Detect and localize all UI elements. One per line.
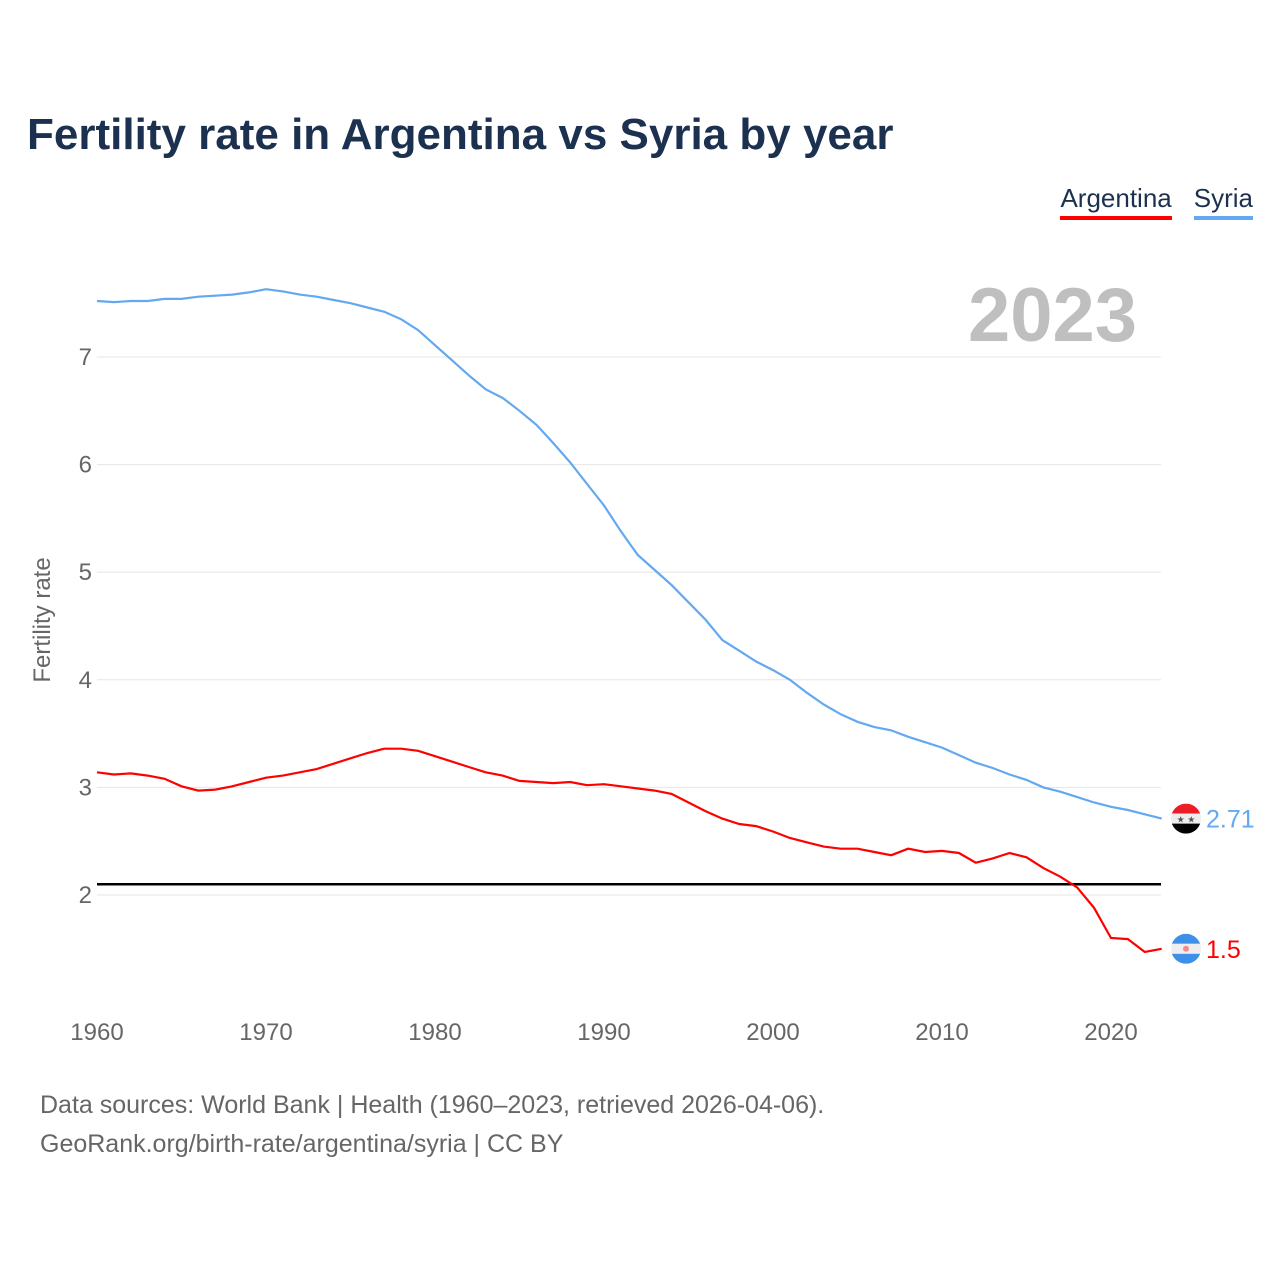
y-tick-label: 4	[79, 667, 92, 694]
y-tick-label: 6	[79, 452, 92, 479]
series-line-syria	[96, 288, 1162, 820]
x-tick-label: 2010	[915, 1019, 968, 1046]
y-axis-label: Fertility rate	[29, 557, 56, 682]
source-line-2[interactable]: GeoRank.org/birth-rate/argentina/syria |…	[40, 1130, 564, 1158]
current-year-label: 2023	[968, 273, 1138, 358]
legend: Argentina Syria	[1060, 183, 1253, 220]
source-line-1: Data sources: World Bank | Health (1960–…	[40, 1091, 825, 1119]
legend-item-argentina[interactable]: Argentina	[1060, 183, 1172, 220]
x-tick-label: 1970	[239, 1019, 292, 1046]
x-tick-label: 2000	[746, 1019, 799, 1046]
y-tick-label: 7	[79, 344, 92, 371]
y-tick-label: 2	[79, 882, 92, 909]
x-tick-label: 2020	[1084, 1019, 1137, 1046]
y-tick-label: 5	[79, 559, 92, 586]
source-note: Data sources: World Bank | Health (1960–…	[40, 1086, 824, 1164]
end-value-label-syria: 2.71	[1206, 806, 1255, 834]
syria-flag-icon: ★ ★	[1171, 803, 1201, 834]
x-tick-label: 1960	[70, 1019, 123, 1046]
x-tick-label: 1980	[408, 1019, 461, 1046]
x-tick-label: 1990	[577, 1019, 630, 1046]
chart-title: Fertility rate in Argentina vs Syria by …	[27, 110, 894, 159]
svg-text:★ ★: ★ ★	[1177, 815, 1196, 825]
end-value-label-argentina: 1.5	[1206, 936, 1241, 964]
y-tick-label: 3	[79, 774, 92, 801]
argentina-flag-icon	[1171, 933, 1201, 964]
series-line-argentina	[96, 747, 1162, 954]
legend-item-syria[interactable]: Syria	[1193, 183, 1253, 220]
